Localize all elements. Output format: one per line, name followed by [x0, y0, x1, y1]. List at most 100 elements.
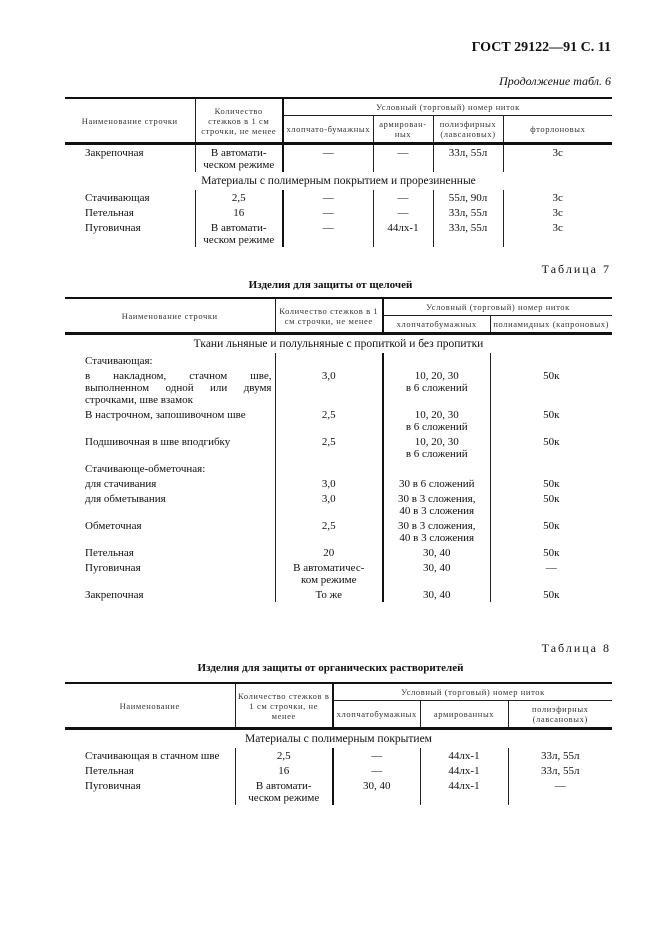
page-header: ГОСТ 29122—91 С. 11 [471, 40, 611, 55]
table-row: Петельная 16— —33л, 55л 3с [65, 205, 612, 220]
cell-value: — [332, 763, 420, 778]
col-header-group: Условный (торговый) номер ниток [331, 682, 613, 701]
table-8-title: Изделия для защиты от органических раств… [197, 662, 464, 674]
col-header-thread: армированных [419, 700, 508, 730]
col-header-count: Количество стежков в 1 см строчки, не ме… [234, 682, 333, 730]
cell-value: 50к [489, 368, 612, 407]
col-header-group: Условный (торговый) номер ниток [282, 97, 612, 116]
table-8-label: Таблица 8 [541, 641, 611, 655]
cell-value: 20 [274, 545, 383, 560]
cell-value: 44лх-1 [419, 763, 508, 778]
cell-value: 3,0 [274, 368, 383, 407]
cell-value: 30, 40 [382, 545, 490, 560]
col-header-thread: хлопчатобумажных [382, 315, 490, 335]
col-header-thread: хлопчатобумажных [332, 700, 420, 730]
table-row: Обметочная 2,5 30 в 3 сложения, 40 в 3 сло… [65, 518, 612, 545]
cell-value: — [332, 748, 420, 763]
row-name: Подшивочная в шве вподгибку [85, 436, 231, 448]
cell-value: 10, 20, 30 в 6 сложений [382, 368, 490, 407]
cell-value: — [507, 778, 613, 805]
row-name: Обметочная [85, 520, 142, 532]
table-row: Пуговичная В автомати- ческом режиме —44лх… [65, 220, 612, 247]
section-title: Материалы с полимерным покрытием и проре… [201, 175, 476, 187]
col-header-name: Наименование [65, 682, 235, 730]
cell-value: 10, 20, 30 в 6 сложений [382, 407, 490, 434]
cell-value: 44лх-1 [372, 220, 433, 247]
cell-value: — [282, 190, 373, 205]
cell-value [382, 353, 490, 368]
cell-value: 2,5 [234, 748, 333, 763]
cell-value: 3с [502, 143, 612, 172]
cell-value: 33л, 55л [507, 763, 613, 778]
row-name: Стачивающая: [85, 355, 153, 367]
table-row: Петельная 20 30, 40 50к [65, 545, 612, 560]
section-row: Ткани льняные и полульняные с пропиткой … [65, 334, 612, 354]
cell-value: 3с [502, 220, 612, 247]
cell-value: 3,0 [274, 491, 383, 518]
table-8: Наименование Количество стежков в 1 см ст… [65, 682, 613, 805]
cell-value: 50к [489, 476, 612, 491]
cell-value: 50к [489, 545, 612, 560]
cell-value: 30, 40 [382, 587, 490, 602]
cell-value: — [372, 143, 433, 172]
col-header-name: Наименование строчки [65, 97, 195, 145]
cell-value: 3с [502, 190, 612, 205]
cell-value: То же [274, 587, 383, 602]
cell-value: 50к [489, 434, 612, 461]
row-name: для обметывания [85, 493, 166, 505]
cell-value [489, 353, 612, 368]
col-header-name: Наименование строчки [65, 297, 275, 335]
table-row: для обметывания 3,0 30 в 3 сложения, 40 в … [65, 491, 612, 518]
cell-value: 33л, 55л [432, 220, 503, 247]
cell-value: 10, 20, 30 в 6 сложений [382, 434, 490, 461]
table-row: в накладном, стачном шве, выполненном од… [65, 368, 612, 407]
row-name: для стачивания [85, 478, 157, 490]
cell-value: 55л, 90л [432, 190, 503, 205]
row-name: Петельная [85, 547, 134, 559]
table-row: Пуговичная В автомати- ческом режиме 30, 4… [65, 778, 613, 805]
cell-value: 33л, 55л [507, 748, 613, 763]
col-header-thread: полиэфирных (лавсановых) [432, 115, 503, 145]
col-header-count: Количество стежков в 1 см строчки, не ме… [274, 297, 383, 335]
cell-value: 2,5 [274, 407, 383, 434]
cell-value: — [372, 190, 433, 205]
cell-value: 30, 40 [332, 778, 420, 805]
table-continuation-note: Продолжение табл. 6 [499, 74, 611, 88]
cell-value: — [489, 560, 612, 587]
cell-value: В автомати- ческом режиме [234, 778, 333, 805]
row-name: Закрепочная [85, 147, 144, 159]
cell-value: 16 [234, 763, 333, 778]
table-row: Подшивочная в шве вподгибку 2,5 10, 20, 30… [65, 434, 612, 461]
table-7-label: Таблица 7 [541, 262, 611, 276]
row-name: Пуговичная [85, 562, 141, 574]
cell-value: 30 в 3 сложения, 40 в 3 сложения [382, 518, 490, 545]
section-title: Ткани льняные и полульняные с пропиткой … [193, 338, 484, 350]
table-row: для стачивания 3,0 30 в 6 сложений 50к [65, 476, 612, 491]
table-row: Петельная 16—44лх-1 33л, 55л [65, 763, 613, 778]
row-name: Закрепочная [85, 589, 144, 601]
cell-value: 50к [489, 491, 612, 518]
section-row: Материалы с полимерным покрытием и проре… [65, 172, 612, 190]
cell-value: 30 в 6 сложений [382, 476, 490, 491]
cell-value: 50к [489, 518, 612, 545]
cell-value: 30, 40 [382, 560, 490, 587]
cell-value: В автомати- ческом режиме [194, 143, 283, 172]
col-header-count: Количество стежков в 1 см строчки, не ме… [194, 97, 283, 145]
cell-value: 44лх-1 [419, 748, 508, 763]
cell-value: В автоматичес- ком режиме [274, 560, 383, 587]
row-name: Петельная [85, 765, 134, 777]
cell-value [489, 461, 612, 476]
table-row: Стачивающая: [65, 353, 612, 368]
row-name: в накладном, стачном шве, выполненном од… [85, 370, 272, 406]
cell-value: 44лх-1 [419, 778, 508, 805]
cell-value: 33л, 55л [432, 143, 503, 172]
table-7-title: Изделия для защиты от щелочей [248, 279, 413, 291]
row-name: В настрочном, запошивочном шве [85, 409, 246, 421]
col-header-thread: фторлоновых [502, 115, 612, 145]
col-header-group: Условный (торговый) номер ниток [382, 297, 612, 316]
row-name: Петельная [85, 207, 134, 219]
section-row: Материалы с полимерным покрытием [65, 729, 612, 749]
table-row: В настрочном, запошивочном шве 2,5 10, 20,… [65, 407, 612, 434]
col-header-thread: хлопчато-бумажных [282, 115, 373, 145]
row-name: Пуговичная [85, 780, 141, 792]
